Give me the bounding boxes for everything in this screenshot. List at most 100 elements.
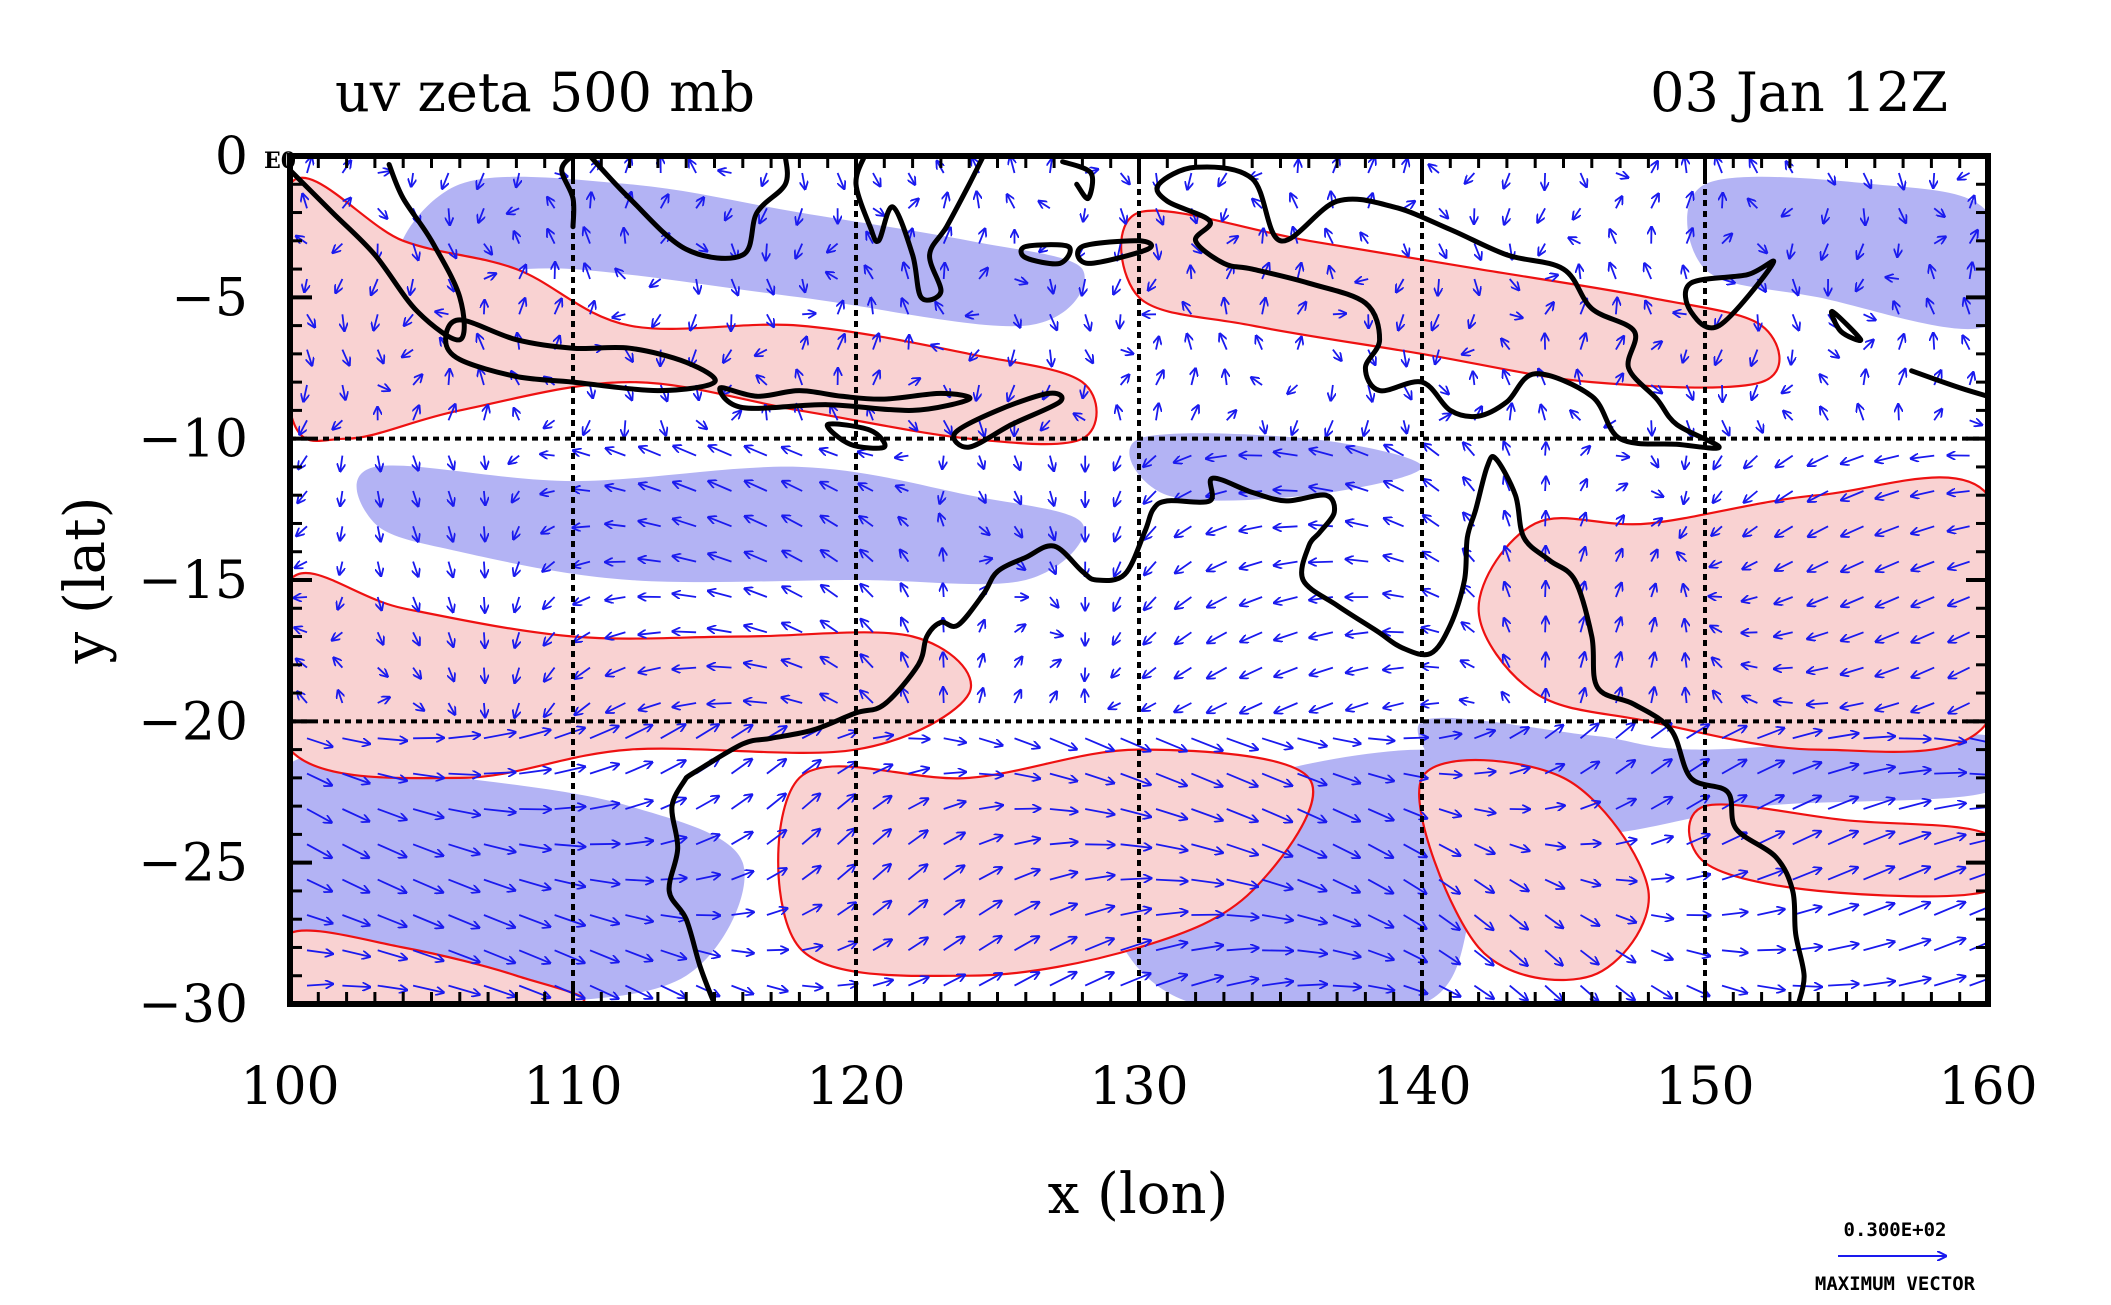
wind-vector <box>449 369 450 386</box>
wind-vector <box>1651 687 1654 704</box>
wind-vector <box>377 385 390 391</box>
wind-vector <box>1367 914 1393 927</box>
wind-vector <box>377 772 407 781</box>
wind-vector <box>831 405 839 421</box>
wind-vector <box>872 864 891 881</box>
wind-vector <box>1792 763 1822 775</box>
wind-vector <box>970 349 980 361</box>
x-tick-label: 110 <box>523 1057 622 1117</box>
wind-vector <box>836 829 855 845</box>
wind-vector <box>943 738 966 742</box>
wind-vector <box>447 404 456 421</box>
wind-vector <box>731 950 754 953</box>
wind-vector <box>731 725 753 740</box>
wind-vector <box>1473 914 1493 930</box>
coastline <box>1060 159 1096 201</box>
wind-vector <box>1958 173 1971 179</box>
wind-vector <box>1789 243 1792 259</box>
wind-vector <box>977 191 980 209</box>
wind-vector <box>615 269 627 280</box>
wind-vector <box>1544 949 1563 965</box>
wind-vector <box>1580 843 1601 844</box>
wind-vector <box>1438 984 1461 997</box>
wind-vector <box>639 484 661 492</box>
wind-vector <box>837 762 857 775</box>
wind-vector <box>377 666 388 677</box>
wind-vector <box>413 631 419 645</box>
wind-vector <box>1120 973 1151 987</box>
wind-vector <box>978 901 1002 916</box>
wind-vector <box>1368 986 1394 991</box>
wind-vector <box>1782 384 1794 393</box>
wind-vector <box>1544 275 1558 279</box>
wind-vector <box>1615 880 1637 882</box>
coastline <box>853 156 986 303</box>
wind-vector <box>554 949 585 963</box>
wind-vector <box>1298 160 1299 174</box>
wind-vector <box>1050 490 1054 506</box>
wind-vector <box>448 914 480 928</box>
wind-vector <box>1463 442 1476 457</box>
wind-vector <box>1644 263 1653 280</box>
wind-vector <box>672 668 697 670</box>
wind-vector <box>1155 207 1163 224</box>
wind-vector <box>1083 208 1085 221</box>
wind-vector <box>1774 632 1793 636</box>
wind-vector <box>1261 772 1292 786</box>
wind-vector <box>1429 164 1440 174</box>
wind-vector <box>296 659 308 669</box>
wind-vector <box>1544 805 1565 809</box>
wind-vector <box>907 864 927 881</box>
wind-vector <box>1911 525 1935 533</box>
wind-vector <box>307 349 312 366</box>
wind-vector <box>821 621 839 634</box>
wind-vector <box>690 313 696 330</box>
wind-vector <box>1465 172 1476 184</box>
wind-vector <box>307 157 312 174</box>
wind-vector <box>1368 738 1394 741</box>
wind-vector <box>1742 664 1758 667</box>
wind-vector <box>695 796 719 810</box>
wind-vector <box>1463 477 1476 492</box>
wind-vector <box>978 525 989 535</box>
wind-vector <box>1864 208 1866 225</box>
wind-vector <box>1898 867 1930 881</box>
wind-vector <box>1615 173 1629 178</box>
wind-vector <box>1240 666 1263 678</box>
wind-vector <box>1256 336 1262 350</box>
wind-vector <box>1934 738 1966 742</box>
wind-vector <box>1084 939 1114 952</box>
wind-vector <box>1933 902 1965 916</box>
wind-vector <box>836 172 845 189</box>
wind-vector <box>1473 372 1475 386</box>
wind-vector <box>1474 208 1475 224</box>
wind-vector <box>1650 384 1662 393</box>
wind-vector <box>766 950 788 951</box>
wind-vector <box>1175 525 1192 537</box>
wind-vector <box>1310 702 1334 712</box>
wind-vector <box>333 658 344 669</box>
wind-vector <box>378 455 381 472</box>
wind-vector <box>1404 420 1407 433</box>
wind-vector <box>624 349 632 362</box>
wind-vector <box>979 490 985 503</box>
wind-vector <box>1206 456 1227 459</box>
wind-vector <box>1808 490 1829 502</box>
wind-vector <box>1049 842 1078 845</box>
wind-vector <box>1473 949 1493 965</box>
wind-vector <box>1580 914 1600 926</box>
wind-vector <box>294 628 308 633</box>
wind-vector <box>1610 263 1616 280</box>
wind-vector <box>1404 349 1407 367</box>
wind-vector <box>1970 262 1973 280</box>
wind-vector <box>940 490 944 504</box>
wind-vector <box>660 838 687 846</box>
positive-region <box>290 176 1098 446</box>
wind-vector <box>412 843 443 856</box>
wind-vector <box>1721 872 1747 881</box>
wind-vector <box>547 197 554 209</box>
wind-vector <box>342 384 345 400</box>
wind-vector <box>1310 666 1334 676</box>
wind-vector <box>1503 370 1509 386</box>
wind-vector <box>1841 703 1864 708</box>
